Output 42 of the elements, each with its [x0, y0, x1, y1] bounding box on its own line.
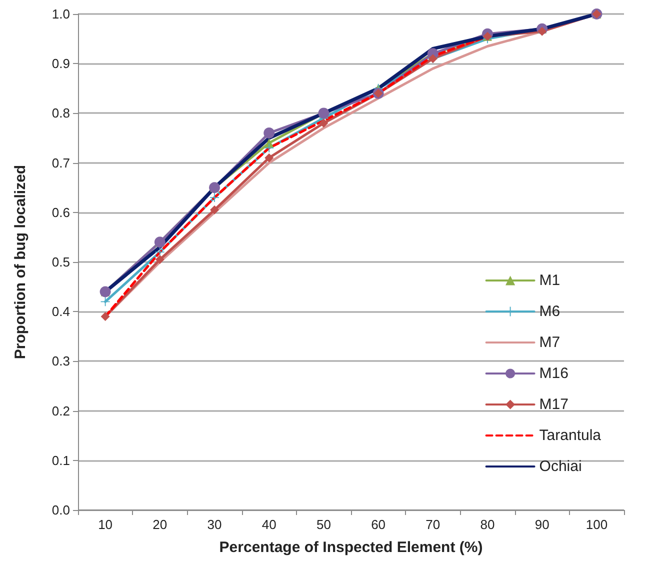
point: [538, 26, 547, 36]
y-tick-label: 0.6: [52, 204, 70, 220]
y-tick-label: 0.7: [52, 155, 70, 170]
legend-label: Tarantula: [539, 427, 602, 444]
point: [264, 143, 274, 152]
point: [210, 205, 219, 214]
point: [155, 248, 164, 257]
y-tick-label: 0.9: [52, 56, 70, 72]
y-tick-label: 0.4: [52, 304, 70, 320]
legend-label: M17: [539, 396, 568, 413]
point: [100, 297, 110, 306]
x-tick-label: 80: [480, 517, 495, 532]
text: 1.0: [52, 6, 70, 22]
text: 0.0: [52, 502, 70, 518]
x-tick-label: 70: [426, 517, 440, 532]
x-tick-label: 60: [371, 517, 386, 532]
x-tick-label: 40: [262, 517, 276, 532]
legend-label: Ochiai: [539, 458, 582, 475]
x-tick-label: 10: [98, 517, 113, 532]
x-tick-label: 20: [152, 517, 168, 532]
point: [264, 128, 275, 139]
point: [210, 193, 219, 202]
point: [100, 312, 110, 322]
x-tick-label: 90: [534, 517, 550, 532]
point: [155, 255, 164, 264]
y-tick-label: 0.3: [52, 354, 70, 369]
x-axis-title: Percentage of Inspected Element (%): [219, 539, 483, 556]
y-tick-label: 0.5: [52, 254, 70, 270]
x-tick-label: 50: [316, 517, 331, 532]
legend-label: M16: [539, 365, 568, 382]
y-axis-title: Proportion of bug localized: [12, 164, 29, 360]
legend-label: M1: [539, 272, 560, 289]
y-tick-label: 0.1: [52, 452, 70, 468]
legend-label: M7: [539, 334, 560, 351]
y-tick-label: 0.2: [52, 403, 70, 418]
legend-label: M6: [539, 303, 560, 320]
point: [264, 138, 274, 148]
x-tick-label: 30: [207, 517, 222, 532]
point: [264, 153, 274, 162]
point: [319, 118, 328, 128]
x-tick-label: 100: [586, 517, 608, 532]
y-tick-label: 0.8: [52, 106, 70, 121]
